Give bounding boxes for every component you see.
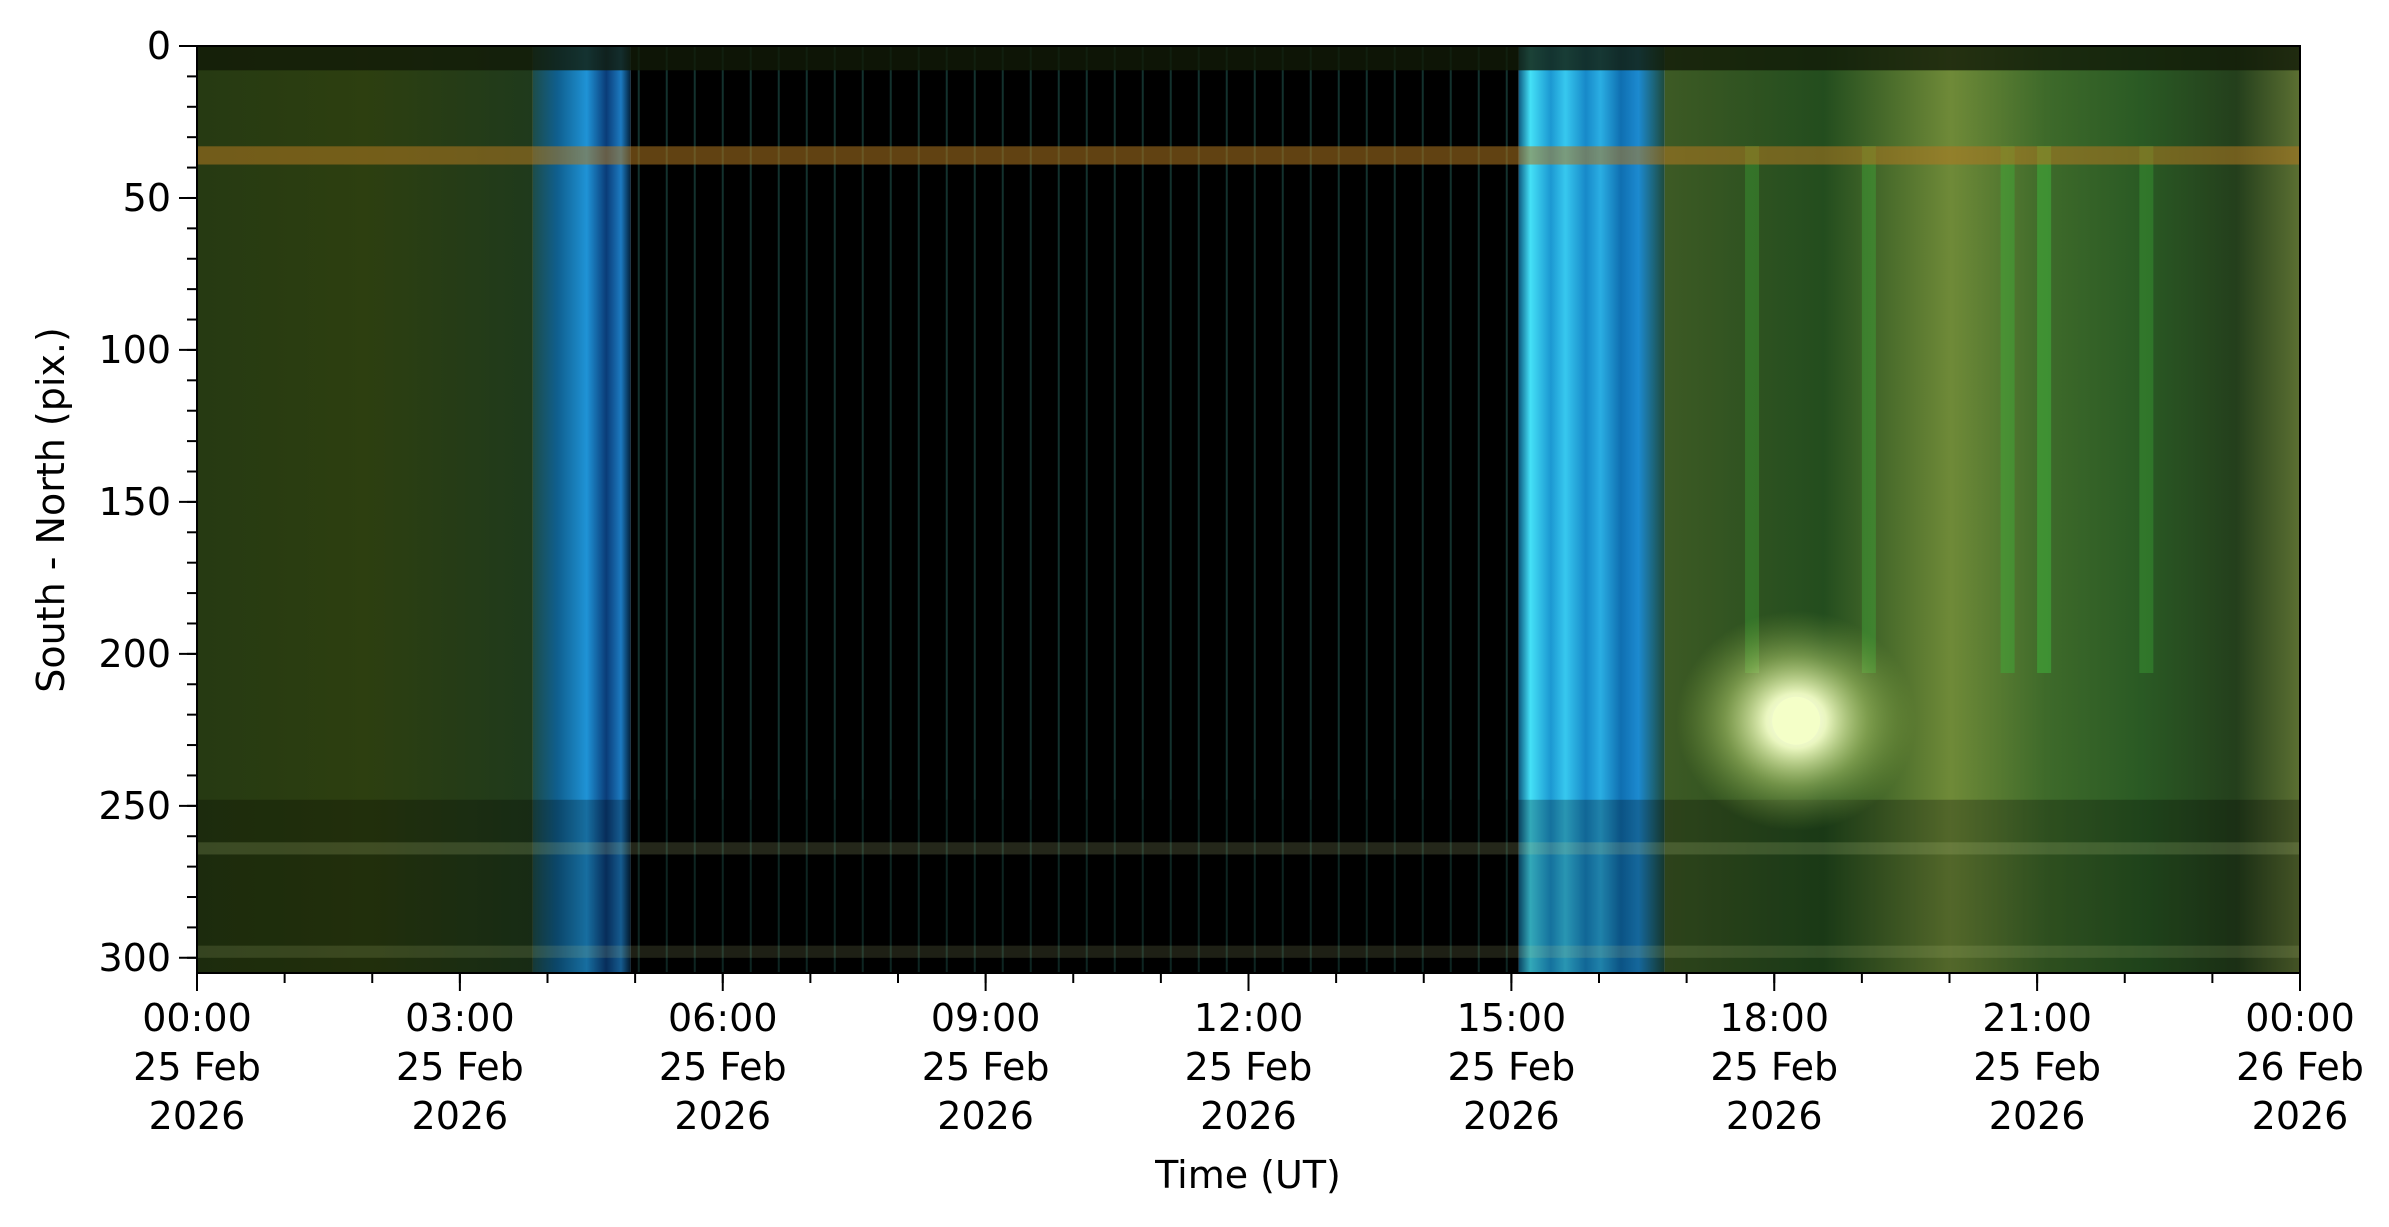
x-tick-label-line: 15:00 <box>1457 996 1567 1040</box>
x-axis-label: Time (UT) <box>1154 1153 1341 1197</box>
x-tick-label-line: 25 Feb <box>1710 1045 1838 1089</box>
x-tick-label: 21:00 25 Feb 2026 <box>1973 996 2101 1138</box>
x-tick-label-line: 00:00 <box>142 996 252 1040</box>
segment-day <box>630 46 1519 973</box>
keogram-image <box>197 46 2300 973</box>
day-overlay <box>631 46 1519 973</box>
x-tick-label-line: 2026 <box>1989 1094 2086 1138</box>
moon-core <box>1772 696 1821 745</box>
x-tick-label-line: 2026 <box>149 1094 246 1138</box>
x-tick-label-line: 2026 <box>1726 1094 1823 1138</box>
x-tick-label: 03:00 25 Feb 2026 <box>396 996 524 1138</box>
y-tick-label: 150 <box>98 480 171 524</box>
y-tick-label: 50 <box>123 176 171 220</box>
x-tick-label-line: 26 Feb <box>2236 1045 2364 1089</box>
x-tick-label-line: 25 Feb <box>1973 1045 2101 1089</box>
y-tick-label: 0 <box>147 24 171 68</box>
x-tick-label: 00:00 26 Feb 2026 <box>2236 996 2364 1138</box>
x-tick-label-line: 00:00 <box>2245 996 2355 1040</box>
y-tick-label: 100 <box>98 328 171 372</box>
x-tick-label-line: 25 Feb <box>396 1045 524 1089</box>
x-tick-label-line: 2026 <box>674 1094 771 1138</box>
aurora-streak <box>2037 146 2052 673</box>
aurora-streak <box>1745 146 1760 673</box>
x-tick-label: 06:00 25 Feb 2026 <box>659 996 787 1138</box>
segment-night <box>197 46 533 973</box>
x-tick-label-line: 25 Feb <box>1448 1045 1576 1089</box>
x-tick-label: 18:00 25 Feb 2026 <box>1710 996 1838 1138</box>
horizon-band <box>197 945 2300 958</box>
horizon-band <box>197 799 2300 973</box>
x-tick-label: 15:00 25 Feb 2026 <box>1448 996 1576 1138</box>
y-tick-label: 300 <box>98 936 171 980</box>
x-tick-label: 09:00 25 Feb 2026 <box>922 996 1050 1138</box>
x-tick-label-line: 06:00 <box>668 996 778 1040</box>
aurora-streak <box>2139 146 2154 673</box>
x-tick-label-line: 18:00 <box>1719 996 1829 1040</box>
x-tick-label-line: 2026 <box>1200 1094 1297 1138</box>
x-tick-label-line: 25 Feb <box>1185 1045 1313 1089</box>
x-tick-label-line: 25 Feb <box>659 1045 787 1089</box>
y-tick-label: 250 <box>98 784 171 828</box>
x-tick-label-line: 09:00 <box>931 996 1041 1040</box>
x-tick-label-line: 25 Feb <box>133 1045 261 1089</box>
x-tick-label-line: 12:00 <box>1194 996 1304 1040</box>
x-tick-label-line: 2026 <box>2252 1094 2349 1138</box>
x-tick-label-line: 25 Feb <box>922 1045 1050 1089</box>
segment-twilight <box>1518 46 1665 973</box>
x-tick-label-line: 2026 <box>412 1094 509 1138</box>
y-axis: 0 50 100 150 200 250 300 <box>98 24 197 980</box>
segment-twilight <box>532 46 631 973</box>
aurora-streak <box>2000 146 2015 673</box>
horizon-band <box>197 46 2300 71</box>
x-tick-label: 00:00 25 Feb 2026 <box>133 996 261 1138</box>
aurora-streak <box>1861 146 1876 673</box>
x-tick-label-line: 03:00 <box>405 996 515 1040</box>
x-tick-label: 12:00 25 Feb 2026 <box>1185 996 1313 1138</box>
y-axis-label: South - North (pix.) <box>29 327 73 693</box>
horizon-band <box>197 146 2300 165</box>
horizon-band <box>197 842 2300 855</box>
x-tick-label-line: 2026 <box>937 1094 1034 1138</box>
x-tick-label-line: 2026 <box>1463 1094 1560 1138</box>
x-tick-label-line: 21:00 <box>1982 996 2092 1040</box>
x-axis: 00:00 25 Feb 2026 03:00 25 Feb 2026 06:00 25 Fe… <box>133 973 2364 1138</box>
y-tick-label: 200 <box>98 632 171 676</box>
